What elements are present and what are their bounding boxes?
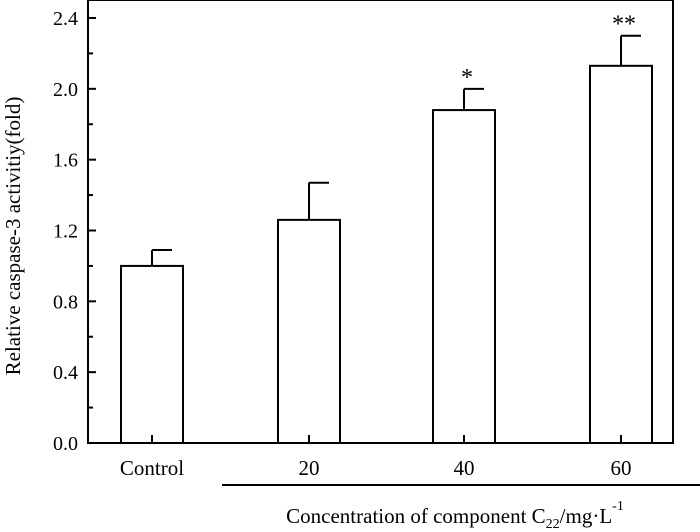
- x-axis-title: Concentration of component C22/mg·L-1: [286, 499, 624, 532]
- y-axis-title: Relative caspase-3 activitiy(fold): [1, 97, 25, 376]
- plot-area: [87, 0, 674, 444]
- plot-frame: [87, 0, 674, 444]
- y-axis-ticks: 0.0 0.4 0.8 1.2 1.6 2.0 2.4: [53, 8, 96, 455]
- y-tick-label: 0.8: [53, 291, 78, 313]
- x-tick-label: 60: [611, 456, 632, 480]
- y-tick-label: 0.4: [53, 362, 78, 384]
- x-axis-title-middle: /mg·L: [560, 504, 613, 528]
- bar-40: [432, 109, 496, 444]
- x-axis-title-superscript: -1: [612, 499, 624, 514]
- x-tick-label: 40: [454, 456, 475, 480]
- bar-60: [589, 64, 653, 444]
- bar-20: [277, 218, 341, 444]
- x-axis-title-prefix: Concentration of component C: [286, 504, 546, 528]
- x-tick-label: Control: [120, 456, 184, 480]
- y-tick-label: 2.0: [53, 79, 78, 101]
- x-axis-labels: Control 20 40 60: [120, 435, 632, 480]
- significance-marker: **: [612, 12, 636, 38]
- x-tick-label: 20: [299, 456, 320, 480]
- y-tick-label: 1.2: [53, 221, 78, 243]
- y-tick-label: 0.0: [53, 433, 78, 455]
- significance-marker: *: [461, 65, 473, 91]
- y-tick-label: 2.4: [53, 8, 78, 30]
- y-tick-label: 1.6: [53, 150, 78, 172]
- x-axis-title-subscript: 22: [546, 517, 560, 532]
- bars: ***: [120, 12, 653, 444]
- bar-control: [120, 264, 184, 444]
